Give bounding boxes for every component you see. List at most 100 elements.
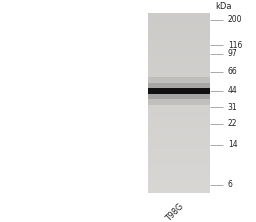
Bar	[148, 127, 210, 129]
Bar	[148, 176, 210, 178]
Bar	[148, 110, 210, 112]
Bar	[148, 61, 210, 63]
Text: 66: 66	[228, 67, 238, 76]
Bar	[148, 124, 210, 126]
Bar	[148, 92, 210, 94]
Bar	[148, 161, 210, 163]
Bar	[148, 13, 210, 15]
Bar	[148, 188, 210, 190]
Bar	[148, 185, 210, 187]
Bar	[148, 74, 210, 76]
Text: 14: 14	[228, 140, 238, 149]
Bar	[148, 173, 210, 175]
Bar	[148, 142, 210, 144]
Bar	[148, 164, 210, 166]
Bar	[148, 155, 210, 157]
Bar	[148, 83, 210, 85]
Bar	[148, 143, 210, 145]
Bar	[148, 109, 210, 111]
Bar	[148, 26, 210, 28]
Bar	[148, 38, 210, 40]
Bar	[148, 77, 210, 79]
Bar	[148, 149, 210, 151]
Bar	[148, 107, 210, 109]
Bar	[148, 65, 210, 67]
Bar	[148, 103, 210, 105]
Bar	[148, 167, 210, 169]
Bar	[148, 100, 210, 102]
Bar	[148, 134, 210, 136]
Bar	[148, 121, 210, 123]
Bar	[148, 152, 210, 154]
Text: 31: 31	[228, 103, 238, 112]
Bar	[148, 58, 210, 60]
Bar	[148, 80, 210, 82]
Bar	[148, 170, 210, 172]
Bar	[148, 106, 210, 108]
Bar	[148, 86, 210, 88]
Bar	[148, 16, 210, 18]
Bar	[148, 55, 210, 57]
Bar	[148, 190, 210, 192]
Bar	[148, 35, 210, 37]
Bar	[148, 101, 210, 103]
Bar	[148, 52, 210, 54]
Bar	[148, 37, 210, 39]
Bar	[148, 191, 210, 193]
Bar	[148, 172, 210, 174]
Bar	[148, 34, 210, 36]
Bar	[148, 137, 210, 139]
Bar	[148, 44, 210, 46]
Bar	[148, 116, 210, 118]
Bar	[148, 151, 210, 153]
Bar	[148, 113, 210, 115]
Bar	[148, 88, 210, 90]
Bar	[148, 146, 210, 148]
Bar	[148, 178, 210, 180]
Bar	[148, 91, 210, 93]
Bar	[148, 89, 210, 91]
Bar	[148, 122, 210, 124]
Bar	[148, 23, 210, 25]
Bar	[148, 130, 210, 132]
Bar	[148, 175, 210, 177]
Bar	[148, 70, 210, 72]
Bar	[148, 17, 210, 19]
Bar	[148, 104, 210, 106]
Bar	[148, 46, 210, 48]
Bar	[148, 29, 210, 31]
Bar	[148, 40, 210, 42]
Bar	[148, 14, 210, 16]
Bar	[148, 166, 210, 168]
Bar	[148, 68, 210, 70]
Bar	[148, 112, 210, 114]
Bar	[148, 22, 210, 24]
Bar	[148, 25, 210, 27]
Bar	[148, 179, 210, 181]
Bar	[148, 128, 210, 130]
Bar	[148, 64, 210, 66]
Text: 6: 6	[228, 180, 233, 189]
Bar	[148, 158, 210, 160]
Bar	[148, 115, 210, 117]
Bar	[148, 59, 210, 61]
Bar	[148, 163, 210, 165]
Bar	[148, 19, 210, 21]
Text: 200: 200	[228, 15, 242, 24]
Bar	[148, 97, 210, 99]
Bar	[148, 41, 210, 43]
Bar	[148, 28, 210, 30]
Bar	[148, 62, 210, 64]
Text: T98G: T98G	[164, 202, 186, 222]
Bar	[148, 31, 210, 33]
Bar	[148, 131, 210, 133]
Bar	[148, 169, 210, 171]
Bar	[148, 184, 210, 186]
Bar	[148, 43, 210, 45]
Bar	[148, 71, 210, 73]
Bar	[148, 154, 210, 156]
Bar	[148, 148, 210, 150]
Bar	[148, 67, 210, 69]
Bar	[148, 73, 210, 75]
Bar	[148, 119, 210, 121]
